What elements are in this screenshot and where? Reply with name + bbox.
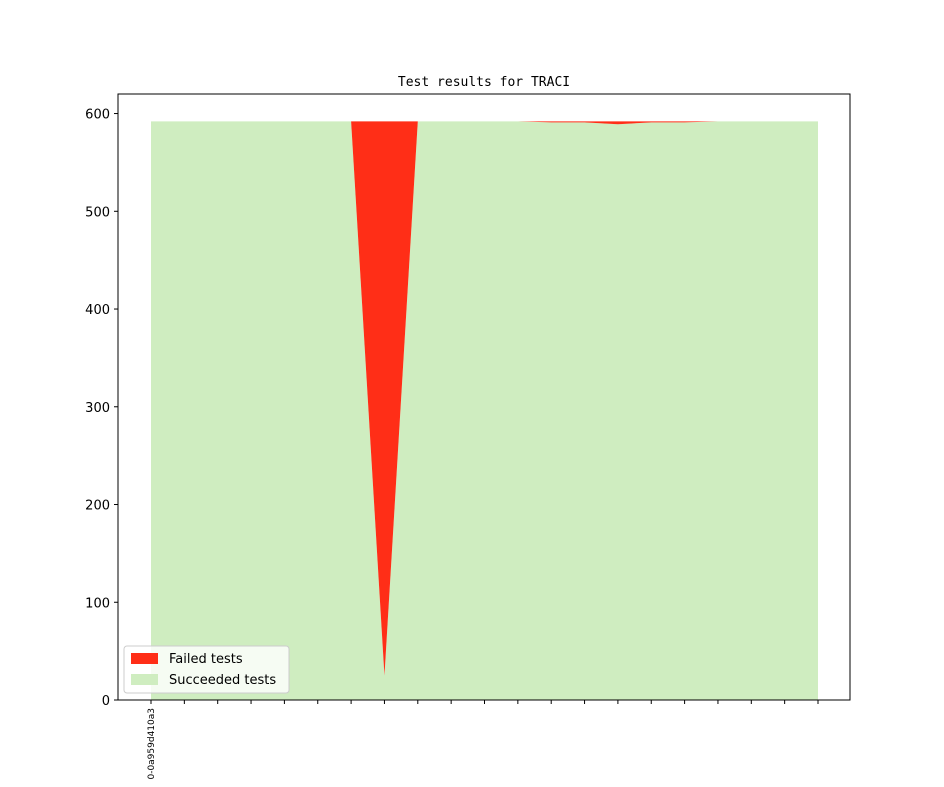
x-tick-label: 0-0a959d410a3	[147, 708, 157, 780]
y-tick-label: 100	[85, 596, 110, 611]
y-tick-label: 400	[85, 303, 110, 318]
legend: Failed tests Succeeded tests	[123, 645, 290, 694]
legend-box	[123, 645, 290, 694]
y-tick-label: 500	[85, 205, 110, 220]
plot-areas	[151, 121, 818, 701]
area-succeeded-tests	[151, 121, 818, 701]
y-tick-label: 600	[85, 108, 110, 123]
y-tick-label: 300	[85, 401, 110, 416]
y-tick-label: 200	[85, 499, 110, 514]
chart-title: Test results for TRACI	[398, 75, 570, 90]
x-axis: 0-0a959d410a3	[147, 700, 819, 780]
y-axis: 0 100 200 300 400 500 600	[85, 108, 118, 709]
legend-label-failed: Failed tests	[169, 652, 243, 667]
legend-swatch-succeeded	[131, 674, 158, 685]
legend-label-succeeded: Succeeded tests	[169, 673, 276, 688]
legend-swatch-failed	[131, 653, 158, 664]
y-tick-label: 0	[102, 694, 110, 709]
